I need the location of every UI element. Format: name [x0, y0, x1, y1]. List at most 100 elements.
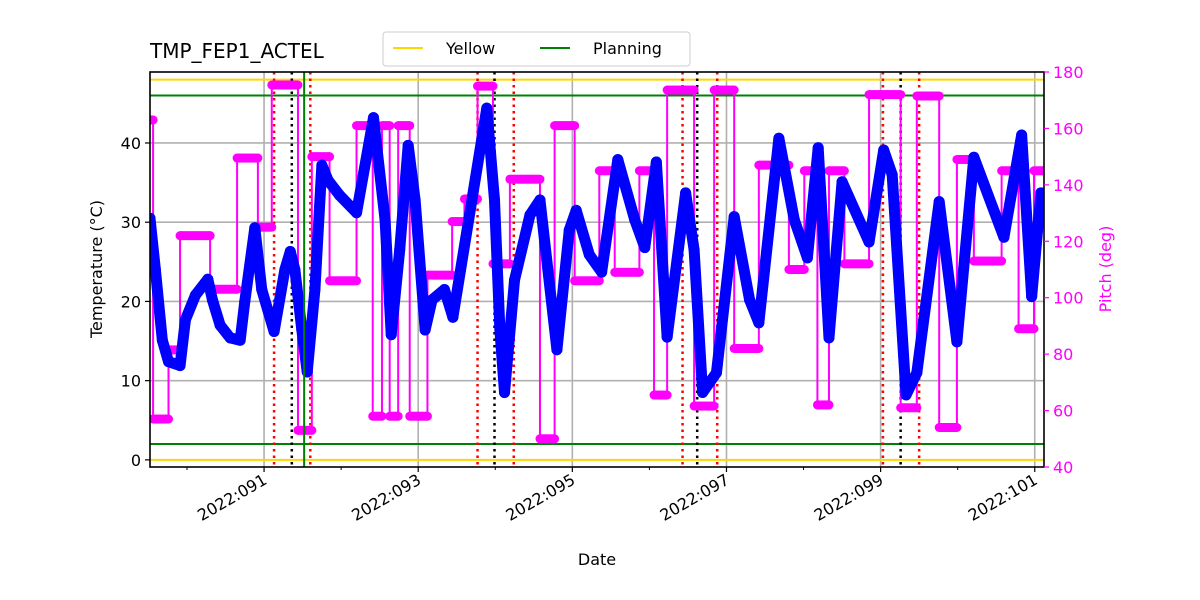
temperature-point	[570, 204, 582, 216]
plot-frame	[149, 71, 1045, 468]
temperature-point	[639, 242, 651, 254]
temperature-point	[509, 274, 521, 286]
temperature-point	[629, 214, 641, 226]
x-tick-label: 2022:095	[502, 470, 578, 525]
pitch-segment	[409, 411, 428, 421]
temperature-point	[150, 264, 161, 276]
x-tick-label: 2022:101	[965, 470, 1041, 525]
y-tick-label: 10	[121, 372, 141, 391]
temperature-point	[284, 246, 296, 258]
pitch-segment	[574, 276, 600, 286]
temperature-point	[447, 311, 459, 323]
y-tick-label: 40	[121, 134, 141, 153]
pitch-segment	[1033, 166, 1044, 176]
x-tick-label: 2022:099	[811, 470, 887, 525]
temperature-point	[583, 249, 595, 261]
pitch-segment	[554, 121, 575, 131]
temperature-point	[823, 332, 835, 344]
pitch-segment	[372, 411, 382, 421]
temperature-point	[438, 284, 450, 296]
pitch-segment	[614, 267, 640, 277]
legend-label-yellow: Yellow	[445, 39, 495, 58]
temperature-point	[951, 336, 963, 348]
y-tick-label: 0	[131, 451, 141, 470]
temperature-point	[753, 317, 765, 329]
y2-tick-label: 120	[1053, 232, 1084, 251]
y2-tick-label: 80	[1053, 345, 1073, 364]
pitch-segment	[329, 276, 357, 286]
pitch-segment	[714, 85, 735, 95]
pitch-segment	[210, 284, 238, 294]
pitch-segment	[973, 256, 1002, 266]
pitch-segment	[168, 345, 181, 355]
pitch-segment	[381, 121, 390, 131]
pitch-segment	[654, 390, 668, 400]
pitch-segment	[599, 166, 615, 176]
temperature-point	[499, 387, 511, 399]
temperature-point	[788, 214, 800, 226]
temperature-point	[596, 266, 608, 278]
x-tick-label: 2022:097	[657, 470, 733, 525]
x-axis-label: Date	[578, 550, 616, 569]
temperature-point	[309, 284, 321, 296]
y-tick-label: 20	[121, 292, 141, 311]
temperature-point	[402, 139, 414, 151]
pitch-segment	[1018, 324, 1034, 334]
temperature-point	[534, 194, 546, 206]
y2-tick-label: 60	[1053, 402, 1073, 421]
pitch-segment	[939, 423, 957, 432]
pitch-segment	[427, 270, 453, 280]
temperature-point	[494, 324, 506, 336]
temperature-point	[202, 273, 214, 285]
temperature-point	[886, 169, 898, 181]
pitch-segment	[153, 414, 169, 424]
temperature-point	[878, 144, 890, 156]
y-axis-label: Temperature (°C)	[87, 200, 106, 339]
temperature-point	[688, 244, 700, 256]
temperature-point	[189, 289, 201, 301]
temperature-point	[933, 196, 945, 208]
temperature-point	[900, 389, 912, 401]
temperature-point	[206, 294, 218, 306]
temperature-point	[296, 324, 308, 336]
temperature-point	[1026, 291, 1038, 303]
y-tick-label: 30	[121, 213, 141, 232]
pitch-segment	[509, 174, 540, 184]
temperature-point	[156, 334, 168, 346]
temperature-point	[351, 207, 363, 219]
temperature-point	[488, 194, 500, 206]
temperature-point	[968, 151, 980, 163]
pitch-segment	[389, 411, 399, 421]
x-tick-label: 2022:093	[348, 470, 424, 525]
temperature-point	[661, 331, 673, 343]
temperature-point	[214, 319, 226, 331]
legend-box	[382, 31, 691, 67]
temperature-point	[174, 360, 186, 372]
temperature-point	[744, 294, 756, 306]
pitch-segment	[539, 434, 555, 444]
temperature-point	[385, 329, 397, 341]
temperature-point	[812, 142, 824, 154]
pitch-segment	[398, 121, 410, 131]
y2-tick-label: 40	[1053, 458, 1073, 477]
y2-axis-label: Pitch (deg)	[1096, 226, 1115, 313]
pitch-segment	[311, 152, 330, 162]
temperature-point	[256, 284, 268, 296]
temperature-point	[409, 194, 421, 206]
temperature-point	[379, 214, 391, 226]
temperature-point	[224, 332, 236, 344]
pitch-segment	[667, 85, 695, 95]
temperature-point	[551, 344, 563, 356]
temperature-point	[150, 212, 156, 224]
temperature-point	[801, 252, 813, 264]
temperature-point	[179, 314, 191, 326]
temperature-point	[863, 236, 875, 248]
temperature-point	[836, 176, 848, 188]
pitch-segment	[452, 217, 465, 227]
chart-title: TMP_FEP1_ACTEL	[149, 39, 325, 63]
x-tick-label: 2022:091	[194, 470, 270, 525]
temperature-point	[268, 326, 280, 338]
pitch-segment	[150, 115, 154, 125]
temperature-point	[612, 154, 624, 166]
legend-label-planning: Planning	[593, 39, 662, 58]
